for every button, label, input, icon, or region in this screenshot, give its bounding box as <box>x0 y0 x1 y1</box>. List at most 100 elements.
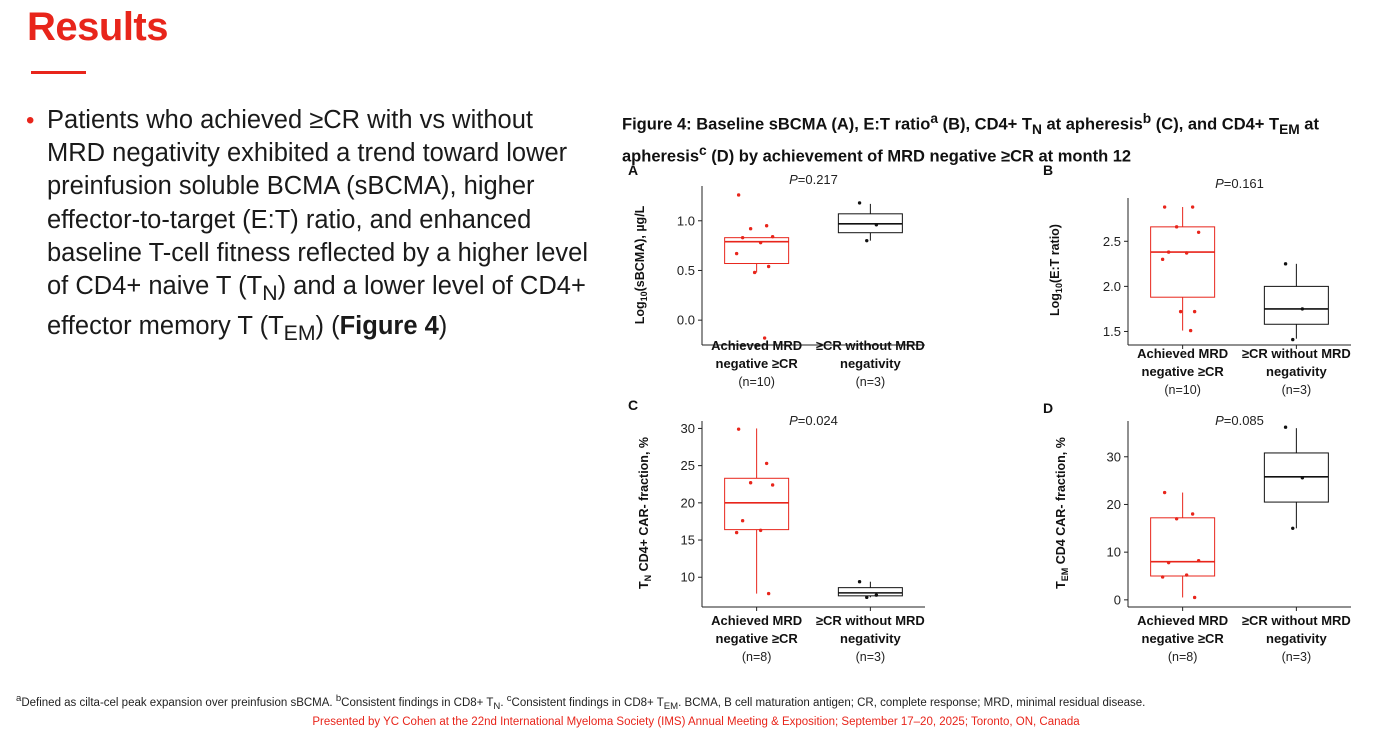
panel-letter: C <box>628 397 638 413</box>
bullet-text: Patients who achieved ≥CR with vs withou… <box>47 104 596 351</box>
box-iqr <box>1150 226 1216 298</box>
footnote-part: Consistent findings in CD8+ T <box>341 696 494 709</box>
data-point <box>1190 205 1195 209</box>
x-category-label: Achieved MRD <box>1137 613 1228 628</box>
p-value: P=0.024 <box>789 413 838 428</box>
y-tick-label: 30 <box>681 421 695 436</box>
x-category-label: negative ≥CR <box>716 356 799 371</box>
data-point <box>758 240 763 245</box>
bullet-text-part: ) ( <box>315 312 340 341</box>
y-axis-label: Log10(sBCMA), µg/L <box>633 205 649 324</box>
data-point <box>1190 512 1195 516</box>
data-point <box>734 251 739 256</box>
x-category-label: negativity <box>840 631 901 646</box>
data-point <box>1300 476 1305 480</box>
y-tick-label: 25 <box>681 458 695 473</box>
x-category-label: negativity <box>840 356 901 371</box>
panel-letter: B <box>1043 162 1053 178</box>
data-point <box>740 235 745 240</box>
data-point <box>766 264 771 269</box>
panel-letter: D <box>1043 400 1053 416</box>
data-point <box>857 580 862 584</box>
p-value: P=0.085 <box>1215 413 1264 428</box>
title-underline <box>31 71 86 74</box>
data-point <box>758 528 763 533</box>
x-category-n: (n=3) <box>1282 650 1312 664</box>
y-axis-label: TEM CD4 CAR- fraction, % <box>1054 437 1070 589</box>
data-point <box>1283 425 1288 429</box>
bullet-text-part: ) and a lower level of CD4+ effector mem… <box>47 272 586 341</box>
footnote-part: . <box>500 696 507 709</box>
y-tick-label: 10 <box>1107 545 1121 560</box>
data-point <box>1188 328 1193 333</box>
data-point <box>1291 526 1295 531</box>
data-point <box>1196 559 1201 563</box>
panel-letter: A <box>628 162 638 178</box>
data-point <box>748 227 753 231</box>
data-point <box>1174 225 1179 229</box>
caption-sup: a <box>930 111 938 126</box>
box-iqr <box>837 587 903 597</box>
footnote-part: Defined as cilta-cel peak expansion over… <box>21 696 336 709</box>
box-iqr <box>1150 517 1216 577</box>
data-point <box>1162 205 1167 209</box>
x-category-n: (n=8) <box>742 650 772 664</box>
data-point <box>762 336 767 340</box>
caption-part: at apheresis <box>622 115 1319 166</box>
caption-part: (B), CD4+ T <box>938 115 1032 134</box>
data-point <box>1283 262 1288 266</box>
y-tick-label: 2.0 <box>1103 279 1121 294</box>
chart-panel-d: D 0 10 20 30 TEM CD4 CAR- fraction, % P=0.085 A… <box>1043 400 1351 664</box>
y-tick-label: 2.5 <box>1103 234 1121 249</box>
y-tick-label: 1.0 <box>677 213 695 228</box>
y-axis-label: Log10(E:T ratio) <box>1048 224 1064 316</box>
footnote-sub: EM <box>663 701 679 713</box>
footnote-sup: c <box>506 693 512 704</box>
caption-sub: EM <box>1279 121 1300 137</box>
data-point <box>874 223 879 227</box>
data-point <box>736 427 741 431</box>
footnote-sup: b <box>335 693 342 704</box>
bullet-text-part: Patients who achieved ≥CR with vs withou… <box>47 106 588 301</box>
data-point <box>865 238 869 243</box>
x-category-n: (n=8) <box>1168 650 1198 664</box>
data-point <box>1300 307 1305 311</box>
chart-panel-a: A 0.0 0.5 1.0 Log10(sBCMA), µg/L P=0.217 Achie… <box>628 162 925 389</box>
box-iqr <box>1263 285 1329 325</box>
footnote-part: Consistent findings in CD8+ T <box>511 696 664 709</box>
y-axis-label: TN CD4+ CAR- fraction, % <box>637 437 653 589</box>
x-category-label: negativity <box>1266 631 1327 646</box>
caption-sup: b <box>1142 111 1152 126</box>
x-category-label: ≥CR without MRD <box>1242 613 1351 628</box>
data-point <box>770 483 775 487</box>
x-category-n: (n=3) <box>856 650 886 664</box>
data-point <box>770 234 775 239</box>
data-point <box>1291 337 1295 342</box>
data-point <box>734 530 739 535</box>
x-category-n: (n=3) <box>1282 383 1312 397</box>
y-tick-label: 0.5 <box>677 263 695 278</box>
x-category-n: (n=10) <box>738 375 774 389</box>
data-point <box>1174 517 1179 521</box>
data-point <box>752 270 757 275</box>
caption-part: (D) by achievement of MRD negative ≥CR a… <box>706 147 1132 166</box>
data-point <box>1196 230 1201 234</box>
page-title: Results <box>27 5 169 49</box>
data-point <box>865 595 869 600</box>
results-bullet: • Patients who achieved ≥CR with vs with… <box>26 104 596 351</box>
x-category-label: negative ≥CR <box>716 631 799 646</box>
data-point <box>1184 251 1189 255</box>
x-category-label: Achieved MRD <box>711 338 802 353</box>
p-value: P=0.161 <box>1215 176 1264 191</box>
data-point <box>1160 575 1165 579</box>
p-value: P=0.217 <box>789 172 838 187</box>
figure-caption: Figure 4: Baseline sBCMA (A), E:T ratioa… <box>622 108 1388 167</box>
data-point <box>1192 309 1197 314</box>
footnote-part: . BCMA, B cell maturation antigen; CR, c… <box>678 696 1146 709</box>
chart-panel-c: C 10 15 20 25 30 TN CD4+ CAR- fraction, % P=0.0… <box>628 397 925 664</box>
data-point <box>764 461 769 466</box>
box-iqr <box>724 477 790 531</box>
data-point <box>1192 595 1197 600</box>
data-point <box>764 224 769 228</box>
footnote: aDefined as cilta-cel peak expansion ove… <box>16 693 1145 712</box>
